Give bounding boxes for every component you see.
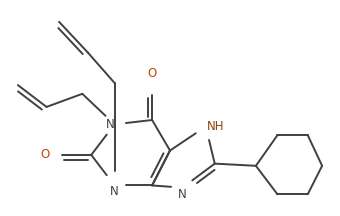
Text: N: N	[110, 186, 119, 199]
Text: N: N	[178, 188, 187, 201]
Text: O: O	[148, 67, 157, 80]
Text: NH: NH	[206, 120, 224, 133]
Text: N: N	[106, 118, 115, 131]
Text: O: O	[40, 148, 49, 161]
